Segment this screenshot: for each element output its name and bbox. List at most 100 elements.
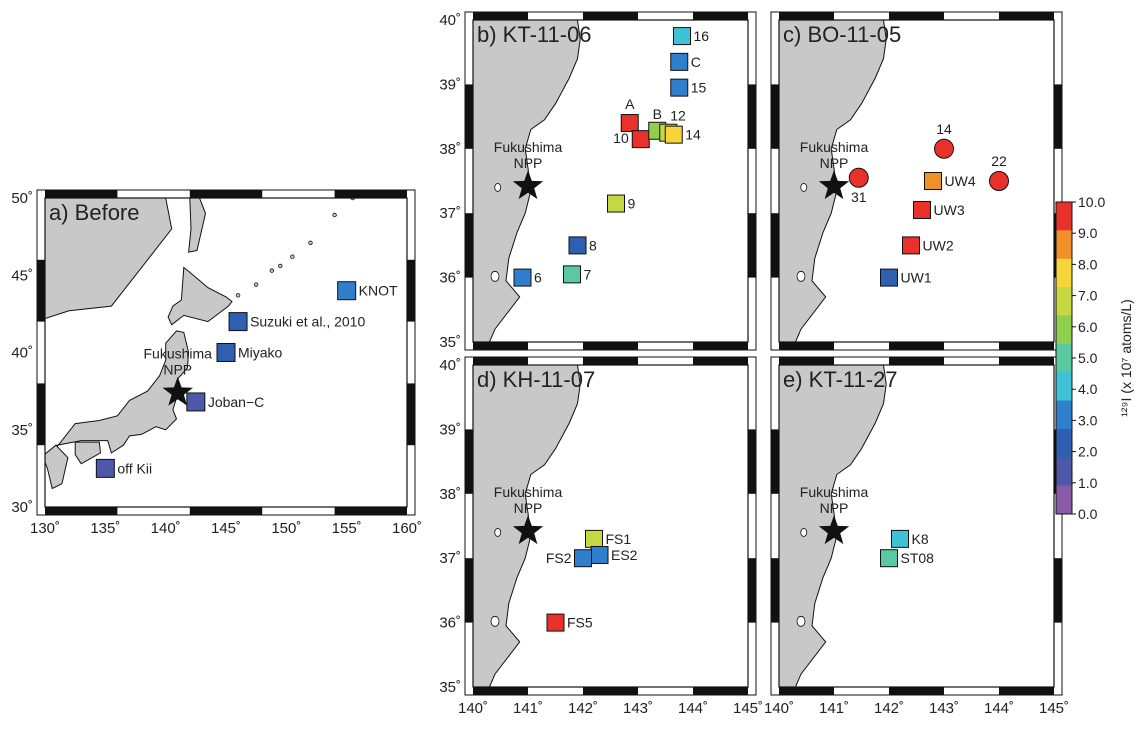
landmass	[74, 441, 102, 465]
frame-bar	[748, 213, 756, 278]
station-marker	[880, 549, 898, 568]
lake	[490, 615, 500, 627]
frame-bar	[999, 357, 1054, 365]
colorbar-tick-label: 5.0	[1078, 350, 1098, 366]
station-marker	[620, 114, 639, 133]
station-label: 6	[534, 270, 542, 286]
island	[253, 282, 259, 287]
island	[290, 254, 295, 259]
frame-bar	[473, 687, 528, 695]
frame-bar	[693, 342, 748, 350]
frame-bar	[407, 383, 415, 446]
colorbar-tick-label: 8.0	[1078, 256, 1098, 272]
frame-bar	[771, 558, 779, 623]
y-tick-label: 50˚	[11, 190, 33, 207]
frame-bar	[999, 687, 1054, 695]
lake	[490, 270, 500, 282]
station-label: 16	[694, 28, 710, 44]
map-panel-e: 140˚ 141˚ 142˚ 143˚ 144˚ 145˚ e) KT-11-27 Fukus…	[764, 356, 1069, 717]
station-marker	[673, 27, 691, 46]
x-tick-label: 143˚	[623, 700, 653, 717]
lake	[494, 528, 502, 537]
lake	[800, 183, 808, 192]
frame-bar	[583, 357, 638, 365]
station-marker	[934, 138, 954, 159]
station-marker	[585, 529, 603, 548]
npp-label: NPP	[820, 500, 849, 516]
station-label: ES2	[611, 547, 638, 563]
frame-bar	[889, 12, 944, 20]
landmass	[45, 198, 173, 376]
x-tick-label: 140˚	[764, 700, 794, 717]
colorbar-segment	[1056, 315, 1072, 345]
station-label: UW4	[945, 173, 976, 189]
station-label: 7	[584, 266, 592, 282]
station-label: 9	[628, 196, 636, 212]
y-tick-label: 36˚	[439, 270, 461, 287]
y-tick-label: 35˚	[11, 422, 33, 439]
frame-bar	[748, 429, 756, 494]
npp-label: NPP	[820, 155, 849, 171]
x-tick-label: 145˚	[1039, 700, 1069, 717]
x-tick-label: 145˚	[733, 700, 763, 717]
npp-label: NPP	[163, 362, 192, 378]
frame-outer	[770, 11, 1063, 351]
frame-bar	[407, 259, 415, 322]
y-tick-label: 37˚	[439, 205, 461, 222]
frame-bar	[779, 12, 834, 20]
station-marker	[95, 458, 115, 478]
station-label: Suzuki et al., 2010	[250, 314, 365, 330]
x-tick-label: 140˚	[151, 520, 181, 537]
station-marker	[891, 529, 909, 548]
station-marker	[563, 265, 581, 284]
station-marker	[902, 236, 920, 255]
frame-bar	[189, 507, 263, 515]
colorbar-tick-label: 0.0	[1078, 506, 1098, 522]
x-tick-label: 130˚	[30, 520, 60, 537]
colorbar: 10.0 9.0 8.0 7.0 6.0 5.0 4.0 3.0 2.0 1.0 0.0 ¹²⁹I (…	[1055, 194, 1134, 522]
station-marker	[913, 200, 931, 219]
landmass	[45, 444, 69, 490]
frame-bar	[1054, 84, 1062, 149]
npp-star-icon	[818, 170, 850, 200]
frame-bar	[45, 190, 118, 198]
y-tick-label: 45˚	[11, 267, 33, 284]
colorbar-segment	[1056, 485, 1072, 515]
panel-label: c) BO-11-05	[783, 22, 901, 47]
y-tick-label: 40˚	[11, 345, 33, 362]
y-tick-label: 35˚	[439, 334, 461, 351]
colorbar-tick-label: 9.0	[1078, 225, 1098, 241]
colorbar-segment	[1056, 343, 1072, 373]
x-tick-label: 144˚	[984, 700, 1014, 717]
frame-bar	[771, 213, 779, 278]
frame-bar	[45, 507, 118, 515]
frame-bar	[1054, 558, 1062, 623]
npp-star-icon	[512, 515, 544, 545]
station-marker	[574, 549, 592, 568]
station-label: 8	[589, 237, 597, 253]
colorbar-tick-label: 10.0	[1078, 194, 1105, 210]
colorbar-segment	[1056, 372, 1072, 402]
frame-bar	[465, 213, 473, 278]
island	[308, 240, 313, 246]
station-label: UW1	[901, 270, 932, 286]
colorbar-segment	[1056, 202, 1072, 231]
y-tick-label: 35˚	[439, 679, 461, 696]
station-label: 31	[851, 189, 867, 205]
colorbar-segment	[1056, 258, 1072, 288]
colorbar-segment	[1056, 400, 1072, 430]
frame-outer	[770, 356, 1063, 696]
station-label: FS5	[567, 615, 593, 631]
colorbar-tick-label: 7.0	[1078, 288, 1098, 304]
y-tick-label: 38˚	[439, 486, 461, 503]
npp-label: NPP	[514, 500, 543, 516]
station-marker	[607, 194, 625, 213]
frame-bar	[889, 687, 944, 695]
island	[269, 268, 275, 273]
x-tick-label: 140˚	[458, 700, 488, 717]
npp-star-icon	[162, 376, 193, 406]
colorbar-tick-label: 2.0	[1078, 444, 1098, 460]
station-label: A	[625, 96, 635, 112]
station-marker	[513, 268, 532, 287]
station-label: C	[691, 54, 701, 70]
